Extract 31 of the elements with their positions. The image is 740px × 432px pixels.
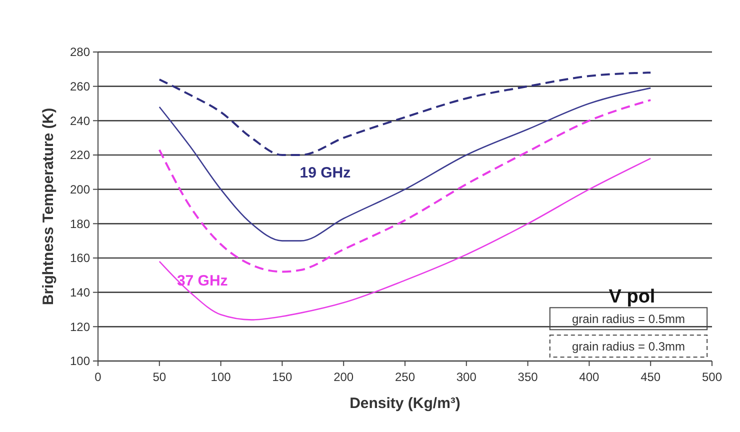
x-tick-label: 450	[640, 370, 661, 384]
x-tick-label: 300	[456, 370, 477, 384]
x-tick-label: 400	[579, 370, 600, 384]
y-tick-label: 160	[70, 251, 90, 266]
x-axis-title: Density (Kg/m³)	[350, 395, 460, 412]
y-tick-label: 140	[70, 286, 90, 300]
x-tick-label: 200	[334, 370, 354, 384]
y-tick-label: 200	[70, 182, 90, 197]
y-tick-label: 240	[70, 114, 90, 128]
x-tick-label: 0	[94, 370, 102, 384]
x-tick-label: 150	[272, 370, 293, 384]
x-tick-label: 50	[152, 370, 166, 384]
y-tick-label: 180	[70, 216, 90, 231]
x-tick-label: 500	[702, 370, 722, 384]
x-tick-label: 250	[394, 370, 416, 384]
annotation: grain radius = 0.3mm	[572, 339, 686, 354]
line-series	[158, 87, 652, 242]
y-axis-title: Brightness Temperature (K)	[40, 108, 57, 306]
line-series	[158, 99, 652, 273]
y-tick-label: 220	[70, 148, 90, 162]
x-tick-label: 350	[518, 370, 538, 384]
x-tick-label: 100	[210, 370, 232, 384]
annotation: V pol	[608, 286, 656, 308]
line-series	[158, 72, 652, 156]
y-tick-label: 120	[70, 320, 90, 334]
y-tick-label: 280	[70, 45, 90, 60]
annotation: 37 GHz	[176, 272, 228, 290]
annotation: grain radius = 0.5mm	[572, 312, 686, 326]
y-tick-label: 100	[70, 354, 90, 368]
annotation: 19 GHz	[300, 164, 351, 182]
y-tick-label: 260	[70, 80, 90, 94]
